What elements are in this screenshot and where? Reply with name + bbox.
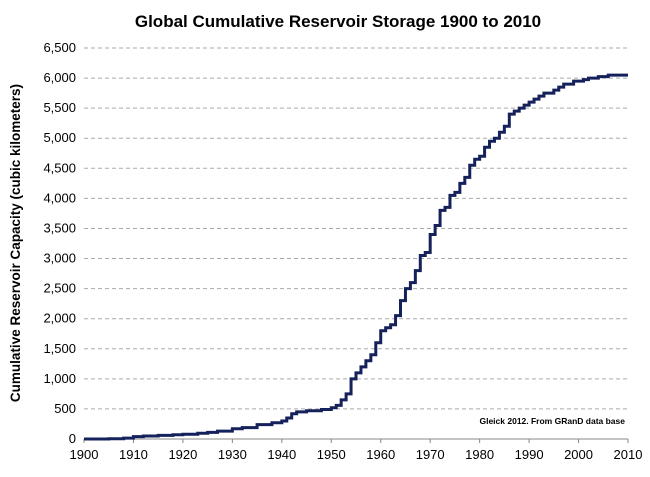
y-tick-label: 4,000 <box>43 190 76 205</box>
y-axis-label: Cumulative Reservoir Capacity (cubic kil… <box>8 84 23 402</box>
x-tick-label: 1930 <box>218 447 247 462</box>
y-tick-label: 1,500 <box>43 341 76 356</box>
x-tick-label: 1960 <box>366 447 395 462</box>
y-tick-label: 0 <box>69 431 76 446</box>
source-annotation: Gleick 2012. From GRanD data base <box>479 416 625 426</box>
x-tick-label: 1990 <box>515 447 544 462</box>
x-tick-label: 1970 <box>416 447 445 462</box>
y-tick-label: 3,000 <box>43 251 76 266</box>
y-tick-label: 1,000 <box>43 371 76 386</box>
y-tick-label: 2,500 <box>43 281 76 296</box>
y-tick-label: 6,500 <box>43 40 76 55</box>
y-axis-ticks: 0 500 1,000 1,500 2,000 2,500 3,000 3,500 4,000 4… <box>43 40 76 446</box>
series-line <box>84 73 628 441</box>
y-tick-label: 5,000 <box>43 130 76 145</box>
x-tick-label: 2010 <box>614 447 643 462</box>
x-tick-label: 1980 <box>465 447 494 462</box>
chart-title: Global Cumulative Reservoir Storage 1900… <box>135 12 541 31</box>
x-tick-label: 1900 <box>70 447 99 462</box>
y-tick-label: 6,000 <box>43 70 76 85</box>
x-tick-label: 1950 <box>317 447 346 462</box>
y-tick-label: 3,500 <box>43 220 76 235</box>
x-tick-label: 2000 <box>564 447 593 462</box>
x-axis-ticks: 1900 1910 1920 1930 1940 1950 1960 1970 1980 1990… <box>70 439 643 462</box>
x-tick-label: 1940 <box>267 447 296 462</box>
gridlines <box>84 47 628 410</box>
x-tick-label: 1920 <box>168 447 197 462</box>
y-tick-label: 4,500 <box>43 160 76 175</box>
y-tick-label: 2,000 <box>43 311 76 326</box>
y-tick-label: 500 <box>54 401 76 416</box>
y-tick-label: 5,500 <box>43 100 76 115</box>
x-tick-label: 1910 <box>119 447 148 462</box>
